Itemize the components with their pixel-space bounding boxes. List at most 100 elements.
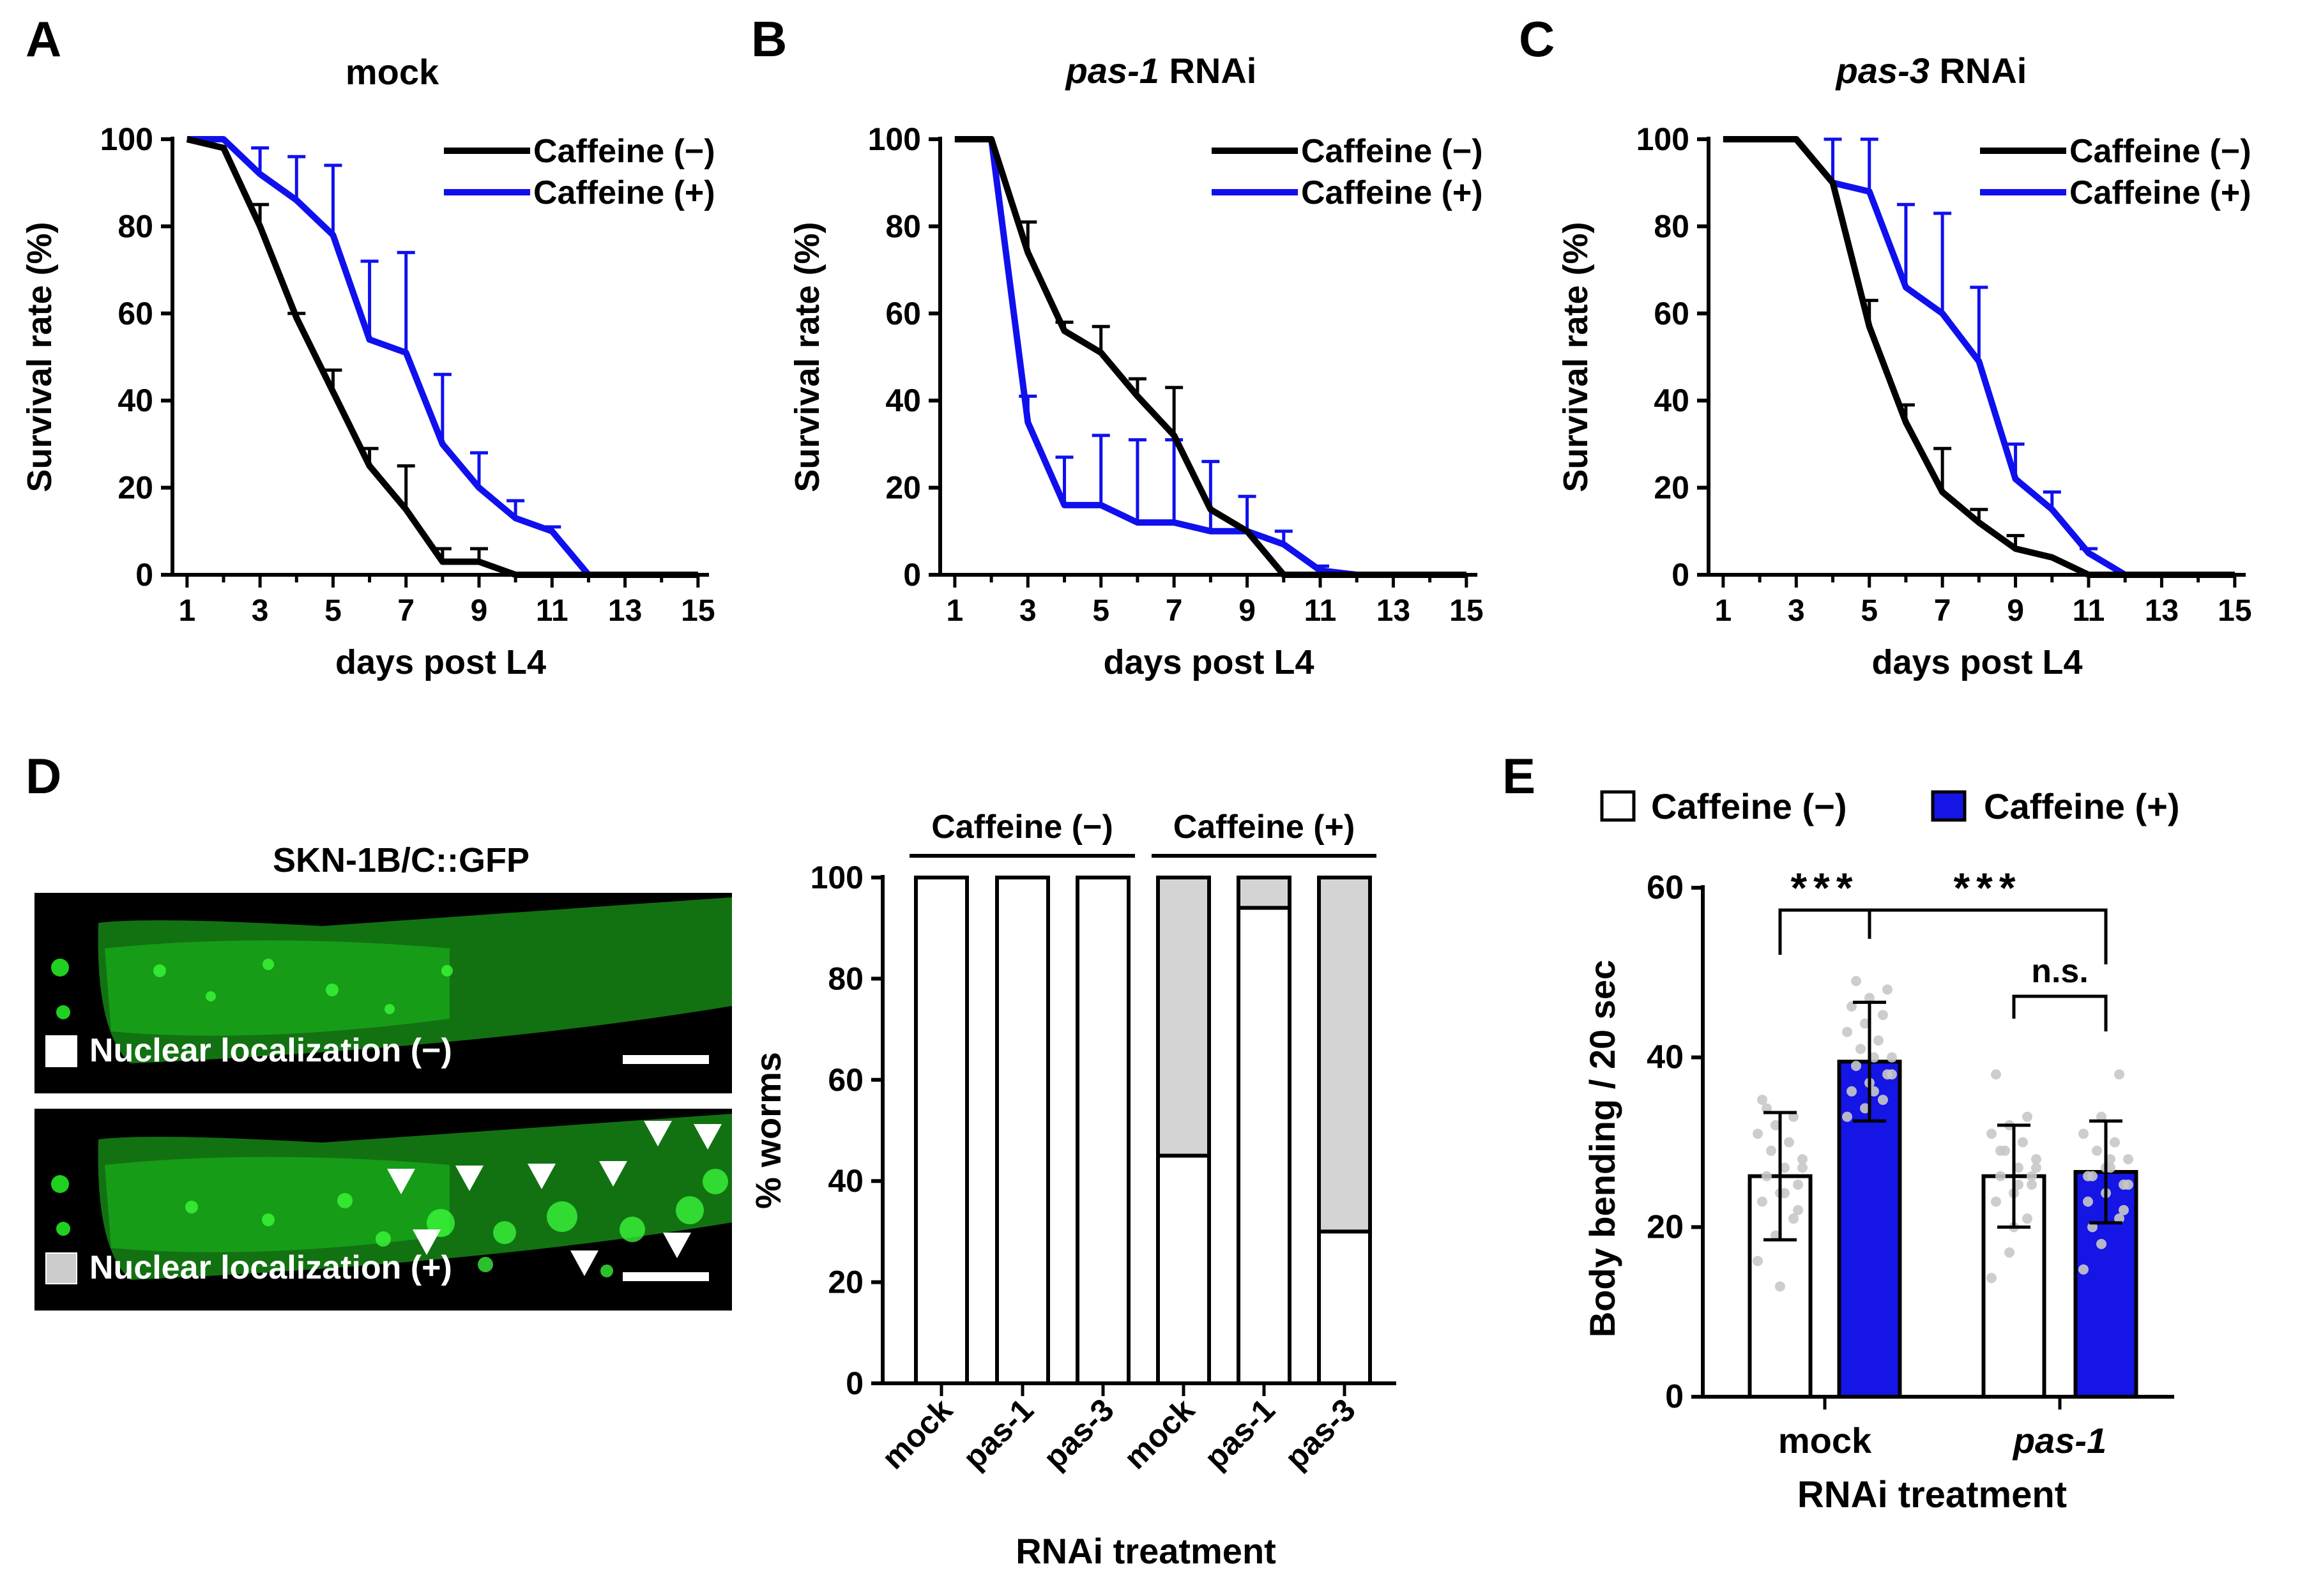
chart-e-ytick-label: 60 [1647, 869, 1684, 906]
chart-e-xlabel: RNAi treatment [1797, 1474, 2067, 1516]
chart-e-data-point [1771, 1120, 1781, 1130]
chart-d-ytick-label: 20 [828, 1265, 864, 1300]
chart-d-category-label: pas-3 [1278, 1392, 1362, 1476]
micro-bottom-arrowhead [599, 1161, 627, 1187]
chart-c-xtick-label: 1 [1715, 594, 1732, 628]
chart-b-xtick-label: 5 [1092, 594, 1109, 628]
chart-e-comparison-bracket [2012, 994, 2108, 1031]
chart-e-legend-swatch [1600, 790, 1636, 822]
chart-d-bar-positive [1317, 876, 1372, 1234]
micro-top-worm-intestine [105, 940, 450, 1036]
chart-c-ytick-label: 0 [1672, 557, 1689, 593]
chart-e-data-point [1887, 1052, 1897, 1063]
chart-c-ytick-label: 60 [1654, 296, 1689, 331]
chart-c-legend-label: Caffeine (−) [2069, 133, 2251, 170]
chart-b-ytick-label: 100 [868, 121, 921, 157]
chart-e-data-point [1797, 1162, 1808, 1173]
chart-c-xtick-label: 7 [1934, 594, 1951, 628]
chart-e-legend-label: Caffeine (+) [1984, 786, 2180, 826]
chart-e-data-point [1753, 1256, 1763, 1266]
chart-e-data-point [1882, 984, 1893, 995]
chart-d-bar-negative [1317, 1229, 1372, 1386]
chart-b-legend-label: Caffeine (+) [1301, 174, 1483, 211]
micro-top-worm-body [98, 897, 733, 1063]
micro-bottom-nucleus [703, 1169, 728, 1194]
chart-e-data-point [1766, 1145, 1776, 1156]
micro-bottom-legend-label: Nuclear localization (+) [89, 1249, 452, 1286]
chart-e-comparison-bracket [1868, 908, 2108, 964]
chart-e-data-point [2087, 1222, 2098, 1233]
chart-d-bar-negative [914, 876, 969, 1385]
chart-e-category-label: mock [1778, 1420, 1872, 1461]
chart-e-data-point [2078, 1264, 2089, 1275]
chart-c-series-line [1723, 136, 2235, 578]
chart-b-series-line [954, 136, 1466, 578]
chart-b-xtick-label: 11 [1304, 594, 1337, 628]
chart-e-data-point [2114, 1069, 2124, 1080]
chart-c-xtick-label: 5 [1861, 594, 1878, 628]
chart-a-ytick-label: 80 [118, 208, 153, 244]
chart-e-data-point [2031, 1154, 2041, 1165]
chart-a-ytick-label: 60 [118, 296, 153, 331]
chart-c-ytick-label: 40 [1654, 383, 1689, 418]
chart-e-data-point [1757, 1095, 1767, 1106]
micro-bottom-arrowhead [387, 1169, 415, 1194]
chart-d-bar-negative [1237, 906, 1291, 1385]
micro-top-nucleus [263, 959, 274, 970]
chart-a-series-line [186, 136, 698, 578]
chart-e-data-point [2027, 1179, 2037, 1190]
micro-top-nucleus [441, 965, 453, 977]
micro-bottom-arrowhead [570, 1250, 598, 1276]
micro-bottom-scale-bar [623, 1272, 709, 1281]
micro-bottom-worm-body [98, 1114, 733, 1280]
chart-a-xtick-label: 11 [536, 594, 568, 628]
chart-e-data-point [1869, 1052, 1879, 1063]
chart-e-data-point [1762, 1103, 1772, 1114]
chart-e-data-point [1878, 1010, 1888, 1021]
chart-c-ytick-label: 20 [1654, 470, 1689, 506]
micro-bottom-arrowhead [694, 1124, 722, 1150]
chart-e-data-point [2022, 1111, 2032, 1122]
chart-e-data-point [1878, 1095, 1888, 1106]
chart-e-ytick-label: 40 [1647, 1039, 1684, 1076]
chart-d-ytick-label: 60 [828, 1062, 864, 1098]
chart-e-data-point [1793, 1205, 1803, 1215]
chart-d-bar-negative [995, 876, 1050, 1385]
micrograph-top: Nuclear localization (−) [34, 893, 733, 1093]
micro-bottom-arrowhead [455, 1166, 484, 1191]
chart-e-data-point [1797, 1154, 1808, 1165]
chart-b-legend-label: Caffeine (−) [1301, 133, 1483, 170]
chart-e-data-point [2119, 1205, 2129, 1215]
chart-b-xtick-label: 3 [1019, 594, 1037, 628]
micro-bottom-nucleus [262, 1213, 275, 1226]
chart-d-category-label: pas-1 [956, 1392, 1040, 1476]
chart-d-bar-positive [1156, 876, 1211, 1158]
micro-bottom-arrowhead [663, 1233, 691, 1258]
chart-c-xtick-label: 11 [2073, 594, 2105, 628]
chart-e-data-point [2092, 1145, 2102, 1156]
chart-e-comparison-label: *** [1790, 864, 1859, 911]
panel-b-title-rest: RNAi [1159, 50, 1256, 91]
chart-c-ytick-label: 80 [1654, 208, 1689, 244]
micro-bottom-nucleus [185, 1201, 198, 1213]
chart-e-data-point [2083, 1196, 2093, 1207]
chart-e-data-point [1869, 1086, 1879, 1097]
chart-e-data-point [2027, 1171, 2037, 1182]
chart-e-data-point [1757, 1196, 1767, 1207]
chart-e-data-point [1995, 1171, 2006, 1182]
chart-e-ytick-label: 0 [1665, 1378, 1684, 1415]
chart-e-comparison-label: *** [1953, 864, 2022, 911]
chart-d-group-label: Caffeine (−) [931, 809, 1113, 846]
chart-e-data-point [2114, 1213, 2124, 1224]
chart-e-data-point [2096, 1238, 2106, 1249]
micro-top-cell [56, 1005, 70, 1019]
chart-d-category-label: mock [875, 1392, 959, 1476]
chart-c-ytick-label: 100 [1636, 121, 1689, 157]
chart-c-xtick-label: 15 [2218, 594, 2251, 628]
chart-d-bar-negative [1156, 1153, 1211, 1385]
chart-d-ytick-label: 100 [811, 860, 864, 895]
